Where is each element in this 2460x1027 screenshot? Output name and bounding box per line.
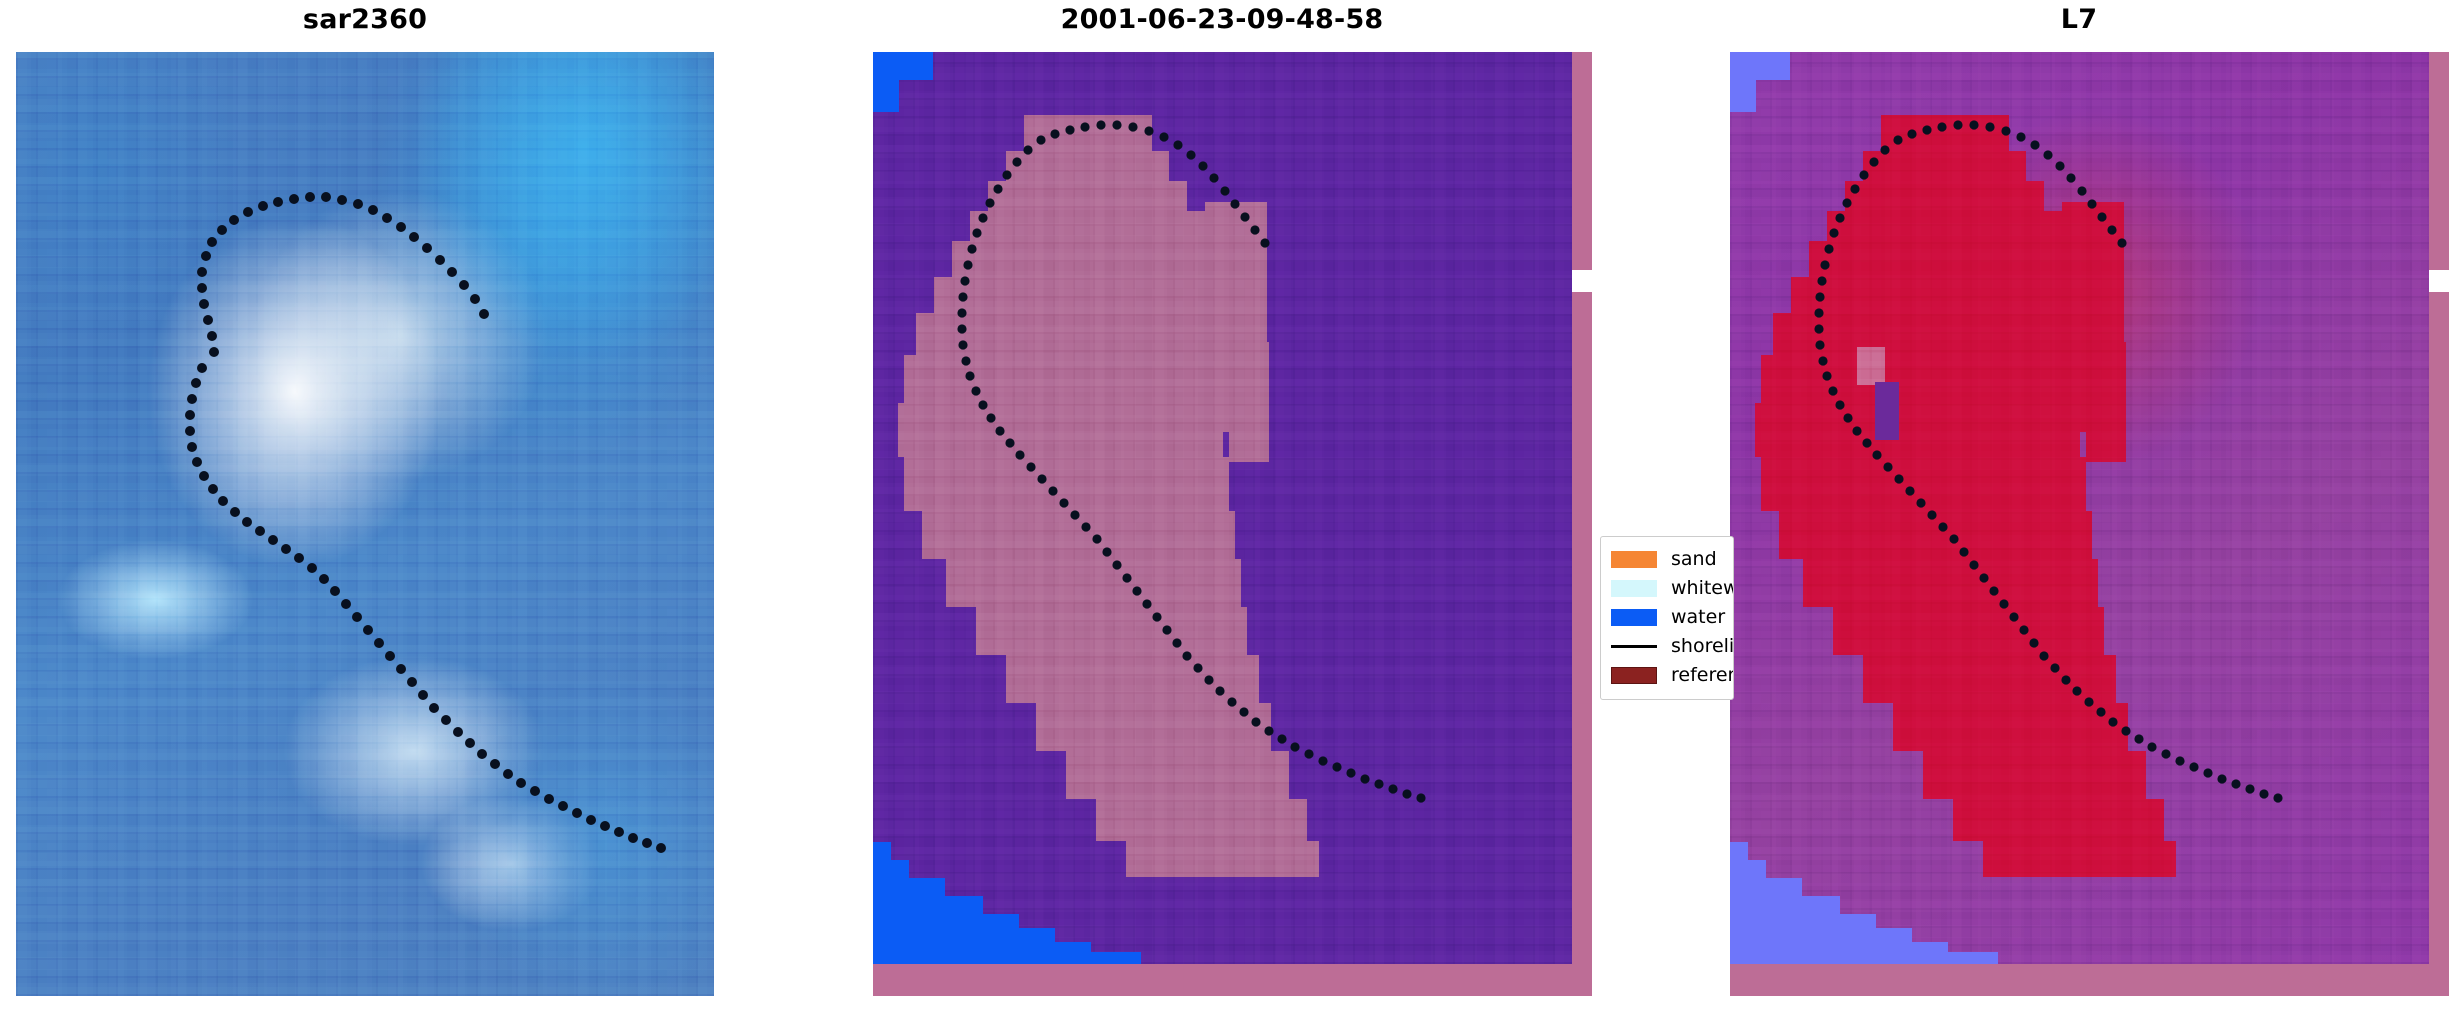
legend-label-water: water bbox=[1671, 606, 1726, 628]
shoreline-line-icon bbox=[1611, 644, 1657, 648]
legend-item-reference[interactable]: reference bbox=[1611, 664, 1733, 686]
l7-dark-patch bbox=[1875, 382, 1899, 440]
sar-sea-bottomright bbox=[399, 675, 714, 996]
pixel-texture bbox=[16, 52, 714, 996]
reference-band-right bbox=[2429, 52, 2449, 964]
panel-title-sar: sar2360 bbox=[302, 4, 428, 35]
panel-title-classified: 2001-06-23-09-48-58 bbox=[1060, 4, 1384, 35]
sand-swatch-icon bbox=[1611, 550, 1657, 568]
water-bottomleft-staircase bbox=[1730, 824, 2080, 964]
legend-label-reference: reference bbox=[1671, 664, 1733, 686]
legend-label-shoreline: shoreline bbox=[1671, 635, 1734, 657]
water-topleft bbox=[873, 52, 933, 112]
panel-classified-image[interactable] bbox=[873, 52, 1613, 1027]
panel-title-l7: L7 bbox=[2060, 4, 2098, 35]
water-bottomleft-staircase-main bbox=[873, 824, 1223, 964]
reference-band-bottom-strip bbox=[1730, 964, 2449, 996]
reference-band-right bbox=[1572, 52, 1592, 964]
l7-raster bbox=[1730, 52, 2429, 964]
whitewater-swatch-icon bbox=[1611, 579, 1657, 597]
l7-land-body bbox=[1730, 52, 2429, 964]
sar-sea-topright bbox=[378, 52, 714, 430]
reference-band-notch bbox=[2429, 270, 2451, 292]
water-topleft bbox=[1730, 52, 1790, 112]
reference-band-notch bbox=[1572, 270, 1594, 292]
legend-item-sand[interactable]: sand bbox=[1611, 548, 1717, 570]
panel-l7-image[interactable] bbox=[1730, 52, 2460, 1027]
water-swatch-icon bbox=[1611, 608, 1657, 626]
panel-sar-image[interactable] bbox=[16, 52, 714, 996]
legend-item-water[interactable]: water bbox=[1611, 606, 1726, 628]
classified-land-body bbox=[873, 52, 1572, 964]
classified-raster bbox=[873, 52, 1572, 964]
legend-label-sand: sand bbox=[1671, 548, 1717, 570]
reference-swatch-icon bbox=[1611, 666, 1657, 684]
legend-item-shoreline[interactable]: shoreline bbox=[1611, 635, 1734, 657]
pixel-texture-coarse bbox=[16, 52, 714, 996]
reference-band-bottom-strip bbox=[873, 964, 1592, 996]
